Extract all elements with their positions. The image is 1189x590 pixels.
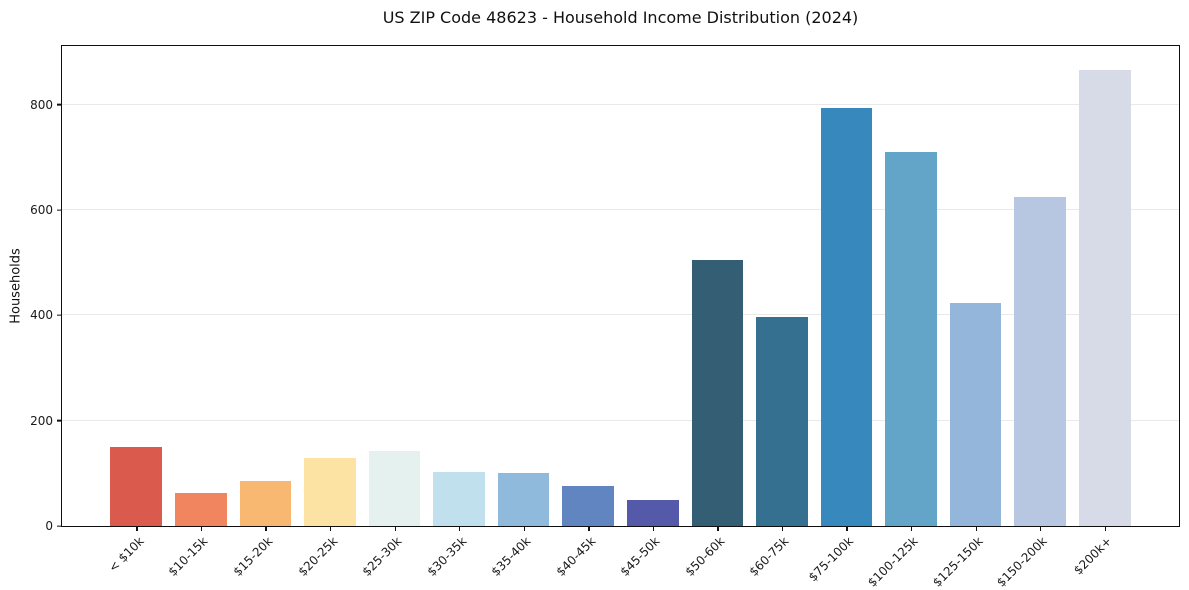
bar-slot	[427, 46, 492, 531]
y-tick-label: 800	[30, 97, 53, 112]
x-label-slot: $200k+	[1071, 526, 1137, 586]
x-label-slot: $50-60k	[682, 526, 750, 586]
bar-slot	[169, 46, 234, 531]
x-tick-label: $200k+	[1071, 534, 1115, 578]
x-label-slot: $60-75k	[746, 526, 815, 586]
bar-slot	[750, 46, 815, 531]
gridline	[62, 419, 1179, 421]
y-tick-mark	[57, 209, 62, 211]
x-tick-label: $10-15k	[165, 534, 211, 579]
bar	[433, 472, 485, 526]
bar-slot	[1008, 46, 1073, 531]
y-tick-label: 0	[45, 519, 53, 533]
bar	[820, 107, 873, 526]
gridline	[62, 314, 1179, 316]
bar	[175, 493, 227, 526]
x-label-slot: $40-45k	[553, 526, 621, 586]
x-label-slot: $35-40k	[488, 526, 556, 586]
x-label-slot: $45-50k	[617, 526, 686, 586]
bar	[304, 457, 356, 526]
y-axis-label: Households	[8, 248, 24, 324]
x-tick-mark	[329, 526, 332, 531]
bar	[1014, 197, 1066, 526]
x-tick-mark	[265, 526, 267, 531]
bar	[239, 480, 292, 526]
bar-slot	[685, 46, 750, 531]
x-tick-mark	[459, 526, 461, 531]
x-tick-label: $35-40k	[488, 534, 534, 579]
x-label-slot: $20-25k	[295, 526, 363, 586]
bar-slot	[298, 46, 363, 531]
bar-slot	[362, 46, 427, 531]
x-tick-mark	[717, 526, 719, 531]
x-tick-mark	[846, 526, 848, 531]
bar	[562, 485, 615, 526]
chart-title: US ZIP Code 48623 - Household Income Dis…	[382, 8, 859, 27]
x-label-slot: $15-20k	[230, 526, 298, 586]
x-label-slot: $25-30k	[359, 526, 427, 586]
y-tick-label: 600	[30, 202, 53, 217]
y-tick-mark	[57, 103, 62, 106]
bar	[885, 151, 937, 526]
x-tick-label: $30-35k	[424, 534, 469, 579]
x-tick-mark	[1040, 526, 1042, 531]
bar	[756, 317, 808, 526]
bar-slot	[233, 46, 298, 531]
bar	[1078, 70, 1131, 526]
y-tick-label: 200	[30, 413, 53, 428]
y-tick-mark	[57, 525, 62, 527]
x-tick-mark	[975, 526, 977, 531]
x-label-slot: $10-15k	[165, 526, 234, 586]
x-tick-mark	[200, 526, 203, 531]
bar-slot	[556, 46, 621, 531]
x-tick-label: $40-45k	[553, 534, 599, 579]
x-tick-label: < $10k	[105, 534, 147, 575]
x-label-slot: $30-35k	[424, 526, 492, 586]
x-tick-mark	[911, 526, 913, 531]
bar-slot	[814, 46, 879, 531]
x-tick-mark	[523, 526, 525, 531]
x-tick-mark	[588, 526, 590, 531]
y-tick-mark	[57, 419, 62, 422]
x-tick-label: $50-60k	[682, 534, 728, 579]
bar	[691, 259, 744, 526]
bar-slot	[1072, 46, 1137, 531]
x-tick-label: $60-75k	[746, 534, 792, 579]
y-tick-label: 400	[30, 308, 53, 323]
bar	[949, 303, 1002, 526]
bar-slot	[943, 46, 1008, 531]
x-tick-label: $75-100k	[806, 534, 857, 585]
bar	[368, 450, 421, 526]
x-tick-label: $20-25k	[295, 534, 340, 579]
bar	[497, 473, 550, 526]
plot-area: 0 200 400 600 800 < $10k $10-15k $15-20k $20-25…	[30, 45, 1180, 590]
x-label-slot: $150-200k	[994, 526, 1073, 590]
x-axis-labels: < $10k $10-15k $15-20k $20-25k $25-30k $30-35…	[62, 526, 1179, 590]
x-tick-mark	[394, 526, 396, 531]
x-label-slot: < $10k	[104, 526, 169, 586]
bar-slot	[491, 46, 556, 531]
x-tick-mark	[652, 526, 655, 531]
gridline	[62, 103, 1179, 105]
x-tick-mark	[136, 526, 138, 531]
gridline	[62, 208, 1179, 210]
bar	[110, 446, 163, 526]
x-tick-label: $25-30k	[359, 534, 405, 579]
bar	[626, 500, 679, 526]
x-tick-mark	[1104, 526, 1107, 531]
bar-slot	[621, 46, 686, 531]
x-tick-mark	[781, 526, 784, 531]
bar-slot	[879, 46, 944, 531]
bars	[62, 46, 1179, 531]
x-tick-label: $45-50k	[617, 534, 663, 579]
y-tick-mark	[57, 314, 62, 316]
bar-slot	[104, 46, 169, 531]
x-tick-label: $15-20k	[230, 534, 276, 579]
